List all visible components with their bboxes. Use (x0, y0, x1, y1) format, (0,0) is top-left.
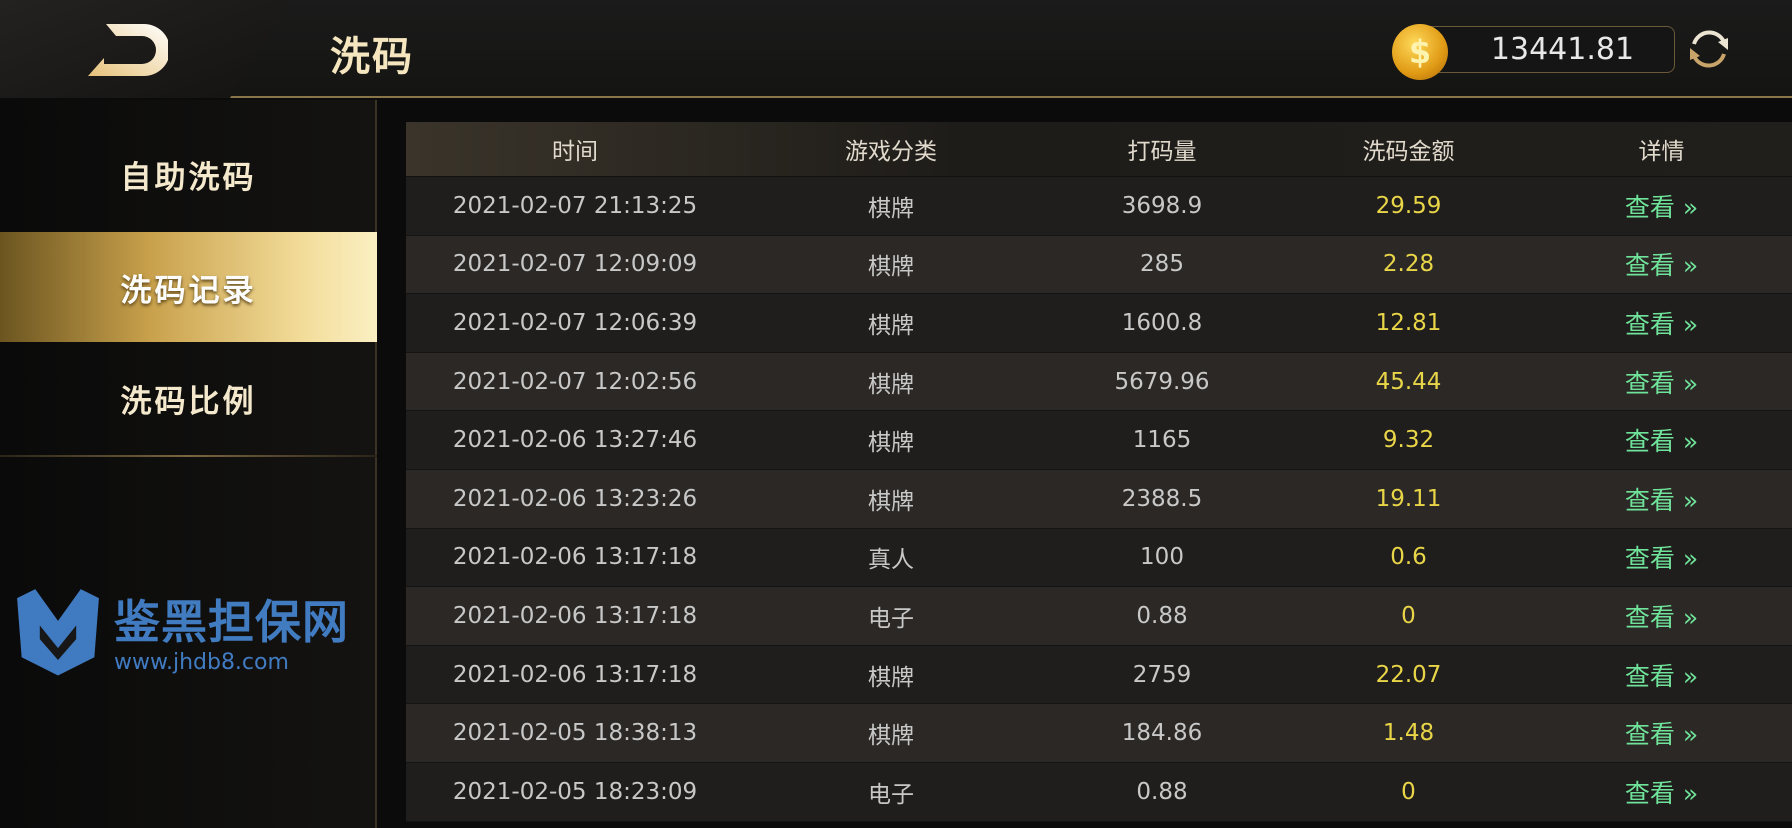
column-header-time: 时间 (552, 139, 598, 165)
bet-amount-cell: 5679.96 (1114, 368, 1210, 395)
bet-amount-cell: 2388.5 (1121, 485, 1203, 512)
bet-amount-cell: 100 (1140, 544, 1184, 571)
category-cell: 棋牌 (868, 723, 914, 750)
time-cell: 2021-02-06 13:23:26 (452, 485, 698, 512)
balance-display: 13441.81 (1420, 26, 1675, 73)
bet-amount-cell: 1165 (1132, 427, 1192, 454)
view-link[interactable]: 查看 » (1624, 602, 1699, 632)
wash-amount-cell: 45.44 (1375, 368, 1442, 395)
table-row: 2021-02-05 18:38:13 棋牌 184.86 1.48 查看 » (406, 704, 1792, 763)
time-cell: 2021-02-05 18:23:09 (452, 778, 698, 805)
view-link[interactable]: 查看 » (1624, 251, 1699, 281)
table-row: 2021-02-05 18:23:09 电子 0.88 0 查看 » (406, 762, 1792, 822)
table-row: 2021-02-07 12:02:56 棋牌 5679.96 45.44 查看 » (406, 352, 1792, 412)
sidebar-item-self-wash[interactable]: 自助洗码 (0, 119, 377, 229)
table-row: 2021-02-07 12:06:39 棋牌 1600.8 12.81 查看 » (406, 294, 1792, 353)
wash-amount-cell: 9.32 (1382, 427, 1435, 454)
back-icon[interactable] (88, 24, 168, 76)
category-cell: 棋牌 (868, 312, 914, 339)
view-link[interactable]: 查看 » (1624, 720, 1699, 750)
table-row: 2021-02-07 12:09:09 棋牌 285 2.28 查看 » (406, 235, 1792, 295)
time-cell: 2021-02-07 21:13:25 (452, 192, 698, 219)
table-row: 2021-02-06 13:27:46 棋牌 1165 9.32 查看 » (406, 411, 1792, 470)
view-link[interactable]: 查看 » (1624, 485, 1699, 515)
sidebar: 自助洗码 洗码记录 洗码比例 (0, 100, 377, 828)
wash-amount-cell: 0 (1401, 602, 1416, 629)
category-cell: 棋牌 (868, 664, 914, 691)
category-cell: 棋牌 (868, 371, 914, 398)
category-cell: 棋牌 (868, 195, 914, 222)
balance-value: 13441.81 (1490, 32, 1635, 67)
view-link[interactable]: 查看 » (1624, 544, 1699, 574)
time-cell: 2021-02-07 12:06:39 (452, 309, 698, 336)
time-cell: 2021-02-06 13:17:18 (452, 602, 698, 629)
sidebar-item-label: 自助洗码 (120, 159, 257, 196)
wash-amount-cell: 22.07 (1375, 661, 1442, 688)
bet-amount-cell: 184.86 (1121, 720, 1203, 747)
table-row: 2021-02-06 13:23:26 棋牌 2388.5 19.11 查看 » (406, 469, 1792, 529)
bet-amount-cell: 1600.8 (1121, 309, 1203, 336)
page-title: 洗码 (330, 34, 414, 80)
category-cell: 棋牌 (868, 254, 914, 281)
view-link[interactable]: 查看 » (1624, 309, 1699, 339)
time-cell: 2021-02-06 13:17:18 (452, 544, 698, 571)
category-cell: 电子 (868, 781, 914, 808)
view-link[interactable]: 查看 » (1624, 661, 1699, 691)
view-link[interactable]: 查看 » (1624, 192, 1699, 222)
view-link[interactable]: 查看 » (1624, 778, 1699, 808)
wash-amount-cell: 0.6 (1390, 544, 1427, 571)
time-cell: 2021-02-06 13:27:46 (452, 427, 698, 454)
category-cell: 电子 (868, 605, 914, 632)
wash-records-table: 时间 游戏分类 打码量 洗码金额 详情 2021-02-07 21:13:25 棋… (406, 122, 1792, 822)
column-header-bet-amount: 打码量 (1127, 139, 1197, 165)
table-body: 2021-02-07 21:13:25 棋牌 3698.9 29.59 查看 » 2021… (406, 177, 1792, 822)
column-header-details: 详情 (1638, 139, 1685, 165)
time-cell: 2021-02-06 13:17:18 (452, 661, 698, 688)
category-cell: 棋牌 (868, 488, 914, 515)
wash-amount-cell: 0 (1401, 778, 1416, 805)
wash-amount-cell: 12.81 (1375, 309, 1442, 336)
wash-amount-cell: 1.48 (1382, 720, 1435, 747)
dollar-coin-icon: $ (1392, 24, 1448, 80)
time-cell: 2021-02-05 18:38:13 (452, 720, 698, 747)
column-header-category: 游戏分类 (845, 139, 937, 165)
sidebar-item-wash-records[interactable]: 洗码记录 (0, 232, 377, 342)
column-header-wash-amount: 洗码金额 (1362, 139, 1455, 165)
sidebar-item-label: 洗码记录 (120, 272, 257, 309)
top-bar: 洗码 $ 13441.81 (0, 0, 1792, 98)
table-row: 2021-02-07 21:13:25 棋牌 3698.9 29.59 查看 » (406, 177, 1792, 236)
sidebar-item-wash-ratio[interactable]: 洗码比例 (0, 343, 377, 453)
bet-amount-cell: 3698.9 (1121, 192, 1203, 219)
wash-amount-cell: 29.59 (1375, 192, 1442, 219)
table-row: 2021-02-06 13:17:18 电子 0.88 0 查看 » (406, 587, 1792, 646)
table-header: 时间 游戏分类 打码量 洗码金额 详情 (406, 122, 1792, 177)
bet-amount-cell: 2759 (1132, 661, 1192, 688)
coin-symbol: $ (1408, 33, 1432, 71)
table-row: 2021-02-06 13:17:18 真人 100 0.6 查看 » (406, 528, 1792, 588)
bet-amount-cell: 0.88 (1136, 778, 1188, 805)
view-link[interactable]: 查看 » (1624, 368, 1699, 398)
category-cell: 真人 (868, 547, 914, 574)
time-cell: 2021-02-07 12:09:09 (452, 251, 698, 278)
wash-amount-cell: 2.28 (1382, 251, 1435, 278)
view-link[interactable]: 查看 » (1624, 427, 1699, 457)
table-row: 2021-02-06 13:17:18 棋牌 2759 22.07 查看 » (406, 645, 1792, 705)
wash-amount-cell: 19.11 (1375, 485, 1442, 512)
refresh-icon[interactable] (1684, 26, 1734, 72)
sidebar-divider (0, 455, 377, 457)
category-cell: 棋牌 (868, 430, 914, 457)
sidebar-item-label: 洗码比例 (120, 383, 257, 420)
time-cell: 2021-02-07 12:02:56 (452, 368, 698, 395)
bet-amount-cell: 0.88 (1136, 602, 1188, 629)
bet-amount-cell: 285 (1140, 251, 1184, 278)
